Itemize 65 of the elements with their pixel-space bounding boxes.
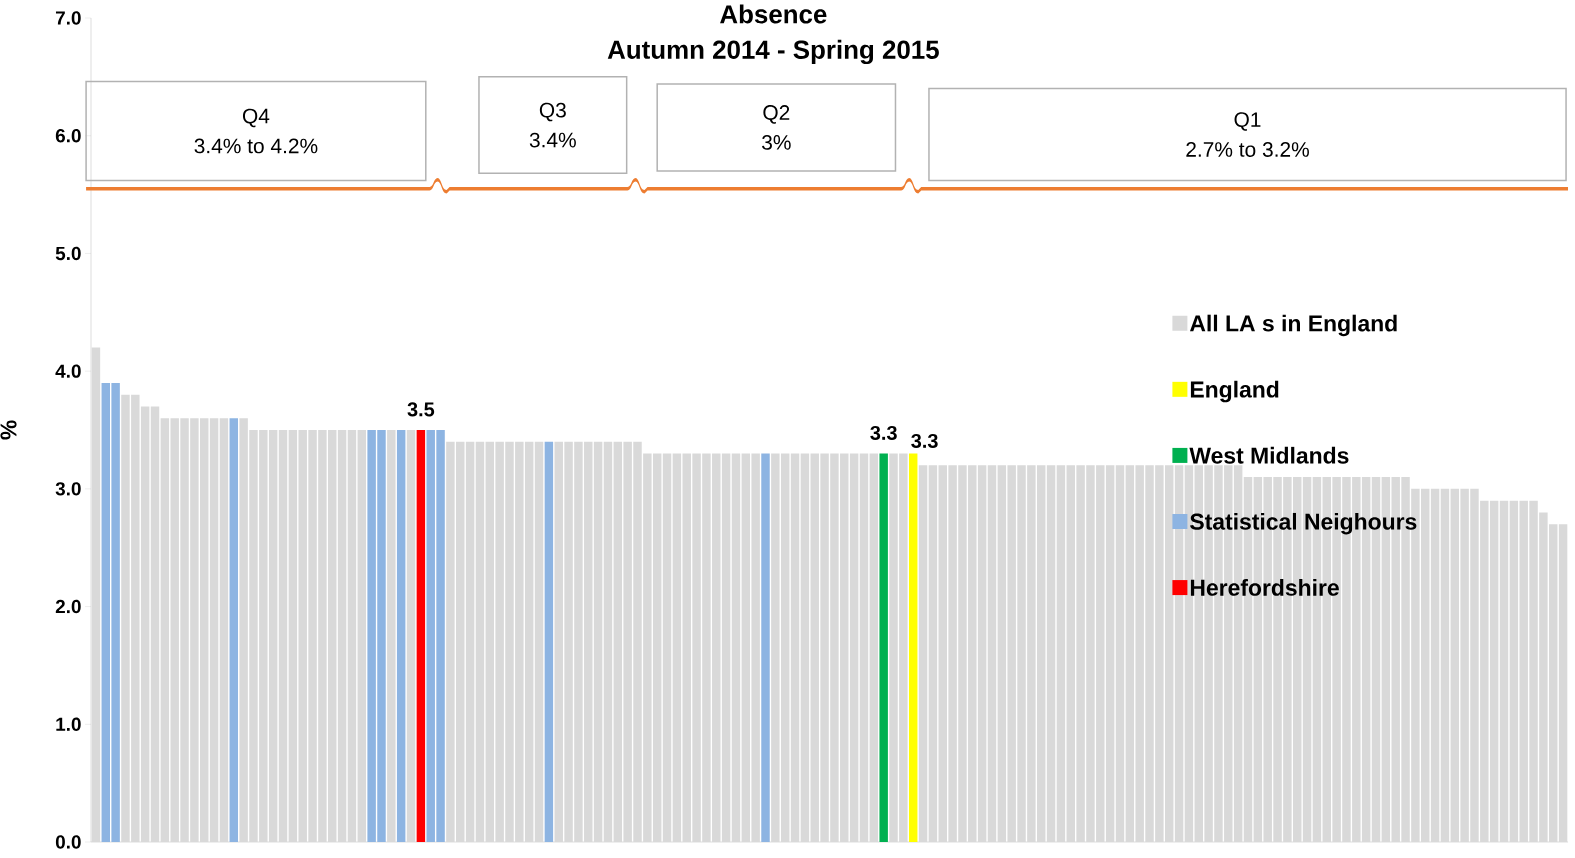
annotation: 3.4% (529, 132, 576, 148)
bar (790, 453, 800, 842)
legend-label: West Midlands (1189, 446, 1349, 464)
annotation: Q1 (1234, 112, 1261, 131)
y-tick-label: 3.0 (55, 482, 81, 496)
bar (209, 418, 219, 842)
data-label: 3.3 (911, 433, 938, 449)
bar (928, 465, 938, 842)
bar (879, 453, 888, 842)
bar (731, 453, 741, 842)
bar (337, 430, 347, 842)
bar (1046, 465, 1056, 842)
data-label: 3.3 (870, 425, 897, 441)
bar (1558, 524, 1568, 842)
bar (357, 430, 367, 842)
data-label: 3.5 (407, 402, 435, 417)
y-tick-label: 7.0 (55, 11, 81, 25)
bar (908, 453, 918, 842)
bar (918, 465, 928, 842)
annotation: 3% (762, 135, 791, 150)
bar (1056, 465, 1066, 842)
bar (859, 453, 869, 842)
bar (150, 406, 160, 842)
bar (278, 430, 288, 842)
y-tick-label: 6.0 (55, 129, 81, 143)
annotation: Q3 (539, 102, 566, 122)
bar (603, 441, 613, 842)
y-tick-label: 1.0 (56, 717, 81, 731)
legend-label: Statistical Neighours (1190, 512, 1417, 535)
bar (475, 441, 485, 842)
bar (662, 453, 672, 842)
annotation: 3.4% to 4.2% (194, 138, 318, 154)
y-tick-label: 2.0 (55, 599, 81, 614)
bar (534, 441, 544, 842)
bar (800, 453, 810, 842)
text: Autumn 2014 - Spring 2015 (607, 39, 939, 65)
chart-title: Absence (720, 4, 827, 24)
y-axis-title: % (0, 420, 17, 440)
annotation: 2.7% to 3.2% (1186, 142, 1309, 157)
bar (761, 453, 770, 842)
bar (544, 441, 554, 842)
bar (593, 441, 603, 842)
y-tick-label: 5.0 (55, 246, 81, 261)
bar (1440, 488, 1450, 842)
bar (1430, 488, 1440, 842)
bar (229, 418, 239, 842)
bar (987, 465, 997, 842)
legend-label: All LA s in England (1189, 314, 1397, 337)
annotation: Q4 (242, 108, 270, 128)
bar (465, 441, 475, 842)
bar (416, 430, 426, 842)
bar (1499, 500, 1509, 842)
bar (91, 347, 101, 842)
legend-label: England (1190, 380, 1279, 403)
bar (219, 418, 229, 842)
bar (347, 430, 357, 842)
bar (406, 430, 416, 842)
bar (387, 430, 396, 842)
annotation: Q2 (763, 105, 790, 124)
y-tick-label: 4.0 (55, 364, 81, 378)
bar (869, 453, 879, 842)
bar (396, 430, 406, 842)
legend-label: Herefordshire (1190, 579, 1339, 596)
y-tick-label: 0.0 (55, 835, 81, 849)
bar (1115, 465, 1125, 842)
